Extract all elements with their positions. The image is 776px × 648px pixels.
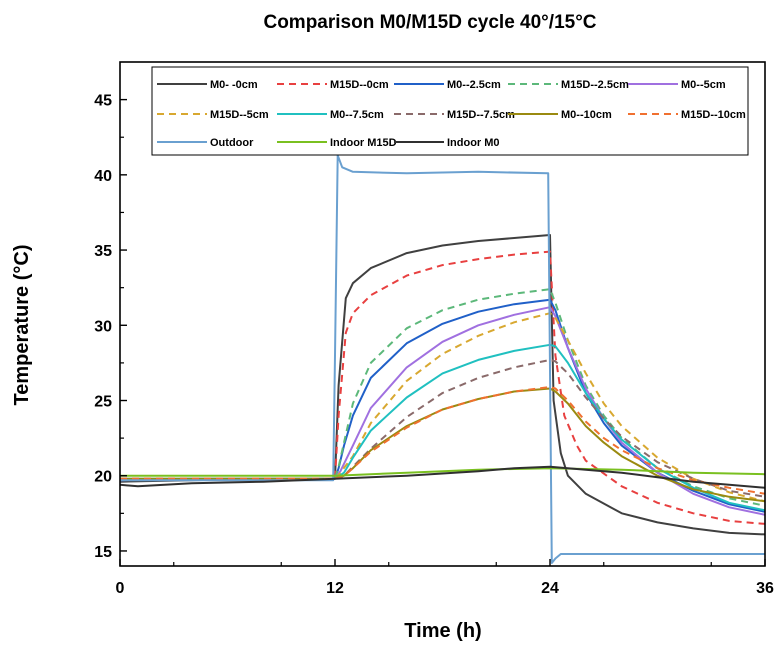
legend-box: [151, 66, 749, 156]
y-tick-label: 25: [94, 394, 112, 411]
legend-label: M0--7.5cm: [330, 109, 384, 121]
legend-label: M15D--2.5cm: [561, 79, 629, 91]
y-tick-label: 40: [94, 168, 112, 185]
legend-label: M15D--0cm: [330, 79, 389, 91]
axis-ticks: 0 12 24 36 15 20 25 30 35 40 45: [94, 93, 774, 597]
legend-label: Indoor M15D: [330, 137, 397, 149]
x-tick-label: 0: [116, 580, 125, 597]
legend-label: Outdoor: [210, 137, 254, 149]
x-axis-label: Time (h): [404, 620, 481, 642]
legend-label: M0- -0cm: [210, 79, 258, 91]
legend-label: Indoor M0: [447, 137, 500, 149]
plot-series: [120, 154, 765, 564]
y-axis-label: Temperature (°C): [11, 245, 33, 406]
legend: M0- -0cm M15D--0cm M0--2.5cm M15D--2.5cm M0-…: [151, 66, 749, 156]
x-tick-label: 12: [326, 580, 344, 597]
y-tick-label: 30: [94, 318, 112, 335]
series-line-9: [120, 387, 765, 503]
legend-label: M15D--10cm: [681, 109, 746, 121]
series-line-7: [120, 343, 765, 512]
y-tick-label: 20: [94, 469, 112, 486]
legend-label: M15D--5cm: [210, 109, 269, 121]
x-tick-label: 24: [541, 580, 559, 597]
legend-label: M0--10cm: [561, 109, 612, 121]
legend-label: M0--5cm: [681, 79, 726, 91]
series-line-1: [120, 234, 765, 536]
y-tick-label: 35: [94, 243, 112, 260]
y-tick-label: 15: [94, 544, 112, 561]
chart-title: Comparison M0/M15D cycle 40°/15°C: [263, 12, 596, 33]
x-tick-label: 36: [756, 580, 774, 597]
series-line-13: [120, 465, 765, 489]
series-line-11: [120, 154, 765, 564]
legend-label: M0--2.5cm: [447, 79, 501, 91]
legend-label: M15D--7.5cm: [447, 109, 515, 121]
series-line-2: [120, 250, 765, 525]
plot-frame: [119, 61, 766, 567]
y-tick-label: 45: [94, 93, 112, 110]
series-line-12: [120, 467, 765, 477]
